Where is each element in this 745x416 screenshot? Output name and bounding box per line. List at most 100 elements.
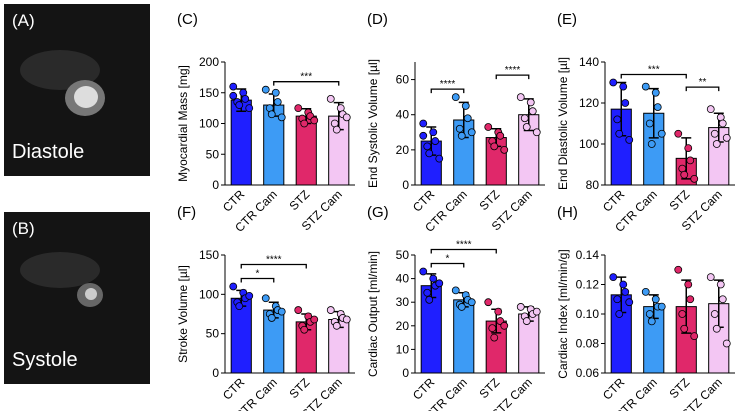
data-point (261, 294, 270, 303)
y-axis-label: End Diastolic Volume [µl] (556, 57, 570, 190)
significance-label: ** (699, 77, 707, 88)
data-point (684, 280, 693, 289)
data-point (710, 129, 719, 138)
y-tick-label: 10 (396, 342, 410, 356)
data-point (613, 115, 622, 124)
y-tick-label: 60 (396, 73, 410, 87)
y-tick-label: 100 (199, 287, 219, 301)
data-point (690, 174, 699, 183)
panel-label: (F) (177, 204, 196, 221)
y-tick-label: 20 (396, 143, 410, 157)
y-tick-label: 80 (586, 178, 600, 192)
data-point (680, 170, 689, 179)
mri-systole: (B) Systole (4, 212, 150, 384)
data-point (431, 137, 440, 145)
data-point (613, 295, 622, 304)
data-point (490, 142, 499, 151)
y-tick-label: 0.12 (576, 278, 600, 292)
data-point (500, 145, 509, 154)
data-point (722, 133, 731, 142)
data-point (245, 104, 254, 113)
data-point (710, 310, 719, 318)
data-point (712, 140, 721, 148)
data-point (516, 303, 525, 311)
data-point (647, 140, 656, 148)
significance-bracket (240, 263, 307, 269)
data-point (326, 306, 335, 314)
data-point (461, 102, 470, 110)
data-point (526, 98, 535, 107)
data-point (615, 310, 624, 318)
panel-label: (C) (177, 11, 198, 28)
tissue (20, 252, 100, 288)
data-point (674, 265, 683, 274)
image-caption: Diastole (12, 141, 84, 163)
data-point (484, 123, 493, 131)
significance-bracket (685, 86, 720, 92)
data-point (716, 280, 725, 289)
y-tick-label: 50 (206, 147, 220, 161)
data-point (647, 317, 656, 326)
data-point (310, 315, 319, 324)
data-point (457, 303, 466, 311)
y-tick-label: 100 (579, 137, 599, 151)
data-point (294, 306, 303, 314)
y-tick-label: 0 (402, 178, 409, 192)
data-point (653, 103, 662, 111)
bar (453, 299, 475, 374)
x-tick-label: STZ (286, 187, 312, 213)
panel-label: (D) (367, 11, 388, 28)
data-point (528, 107, 537, 116)
data-point (532, 307, 541, 316)
y-tick-label: 0 (212, 366, 219, 380)
data-point (684, 144, 693, 153)
data-point (690, 332, 699, 341)
data-point (451, 93, 460, 102)
x-tick-label: STZ (666, 375, 692, 401)
y-tick-label: 30 (396, 295, 410, 309)
data-point (342, 113, 351, 122)
data-point (657, 129, 666, 138)
error-bar (681, 279, 692, 334)
mri-diastole: (A) Diastole (4, 4, 150, 176)
panel-label: (H) (557, 204, 578, 221)
data-point (245, 292, 254, 300)
x-tick-label: STZ (476, 187, 502, 213)
data-point (429, 128, 438, 137)
data-point (435, 154, 444, 163)
data-point (261, 85, 270, 94)
significance-label: **** (440, 79, 456, 90)
data-point (425, 149, 434, 158)
data-point (273, 98, 282, 106)
data-point (332, 321, 341, 330)
data-point (657, 302, 666, 311)
data-point (300, 119, 309, 128)
y-tick-label: 40 (396, 108, 410, 122)
chart: (C)Myocardial Mass [mg]050100150200CTRCT… (176, 11, 355, 235)
data-point (520, 114, 529, 123)
x-tick-label: CTR (410, 187, 438, 215)
data-point (423, 142, 432, 151)
data-point (609, 273, 618, 282)
data-point (619, 280, 628, 289)
data-point (625, 298, 634, 307)
y-axis-label: End Systolic Volume [µl] (366, 59, 380, 188)
data-point (294, 104, 303, 113)
x-tick-label: STZ (476, 375, 502, 401)
data-point (496, 131, 505, 140)
y-tick-label: 140 (579, 55, 599, 69)
y-tick-label: 150 (199, 86, 219, 100)
significance-label: *** (648, 65, 660, 76)
data-point (277, 307, 286, 316)
y-axis-label: Cardiac Index [ml/min/g] (556, 249, 570, 378)
y-tick-label: 0.06 (576, 366, 600, 380)
panel-label: (A) (12, 11, 35, 30)
data-point (342, 315, 351, 324)
y-tick-label: 50 (396, 248, 410, 262)
data-point (229, 82, 238, 91)
y-tick-label: 120 (579, 96, 599, 110)
y-axis-label: Stroke Volume [µl] (176, 265, 190, 363)
data-point (467, 298, 476, 307)
significance-bracket (430, 88, 465, 94)
